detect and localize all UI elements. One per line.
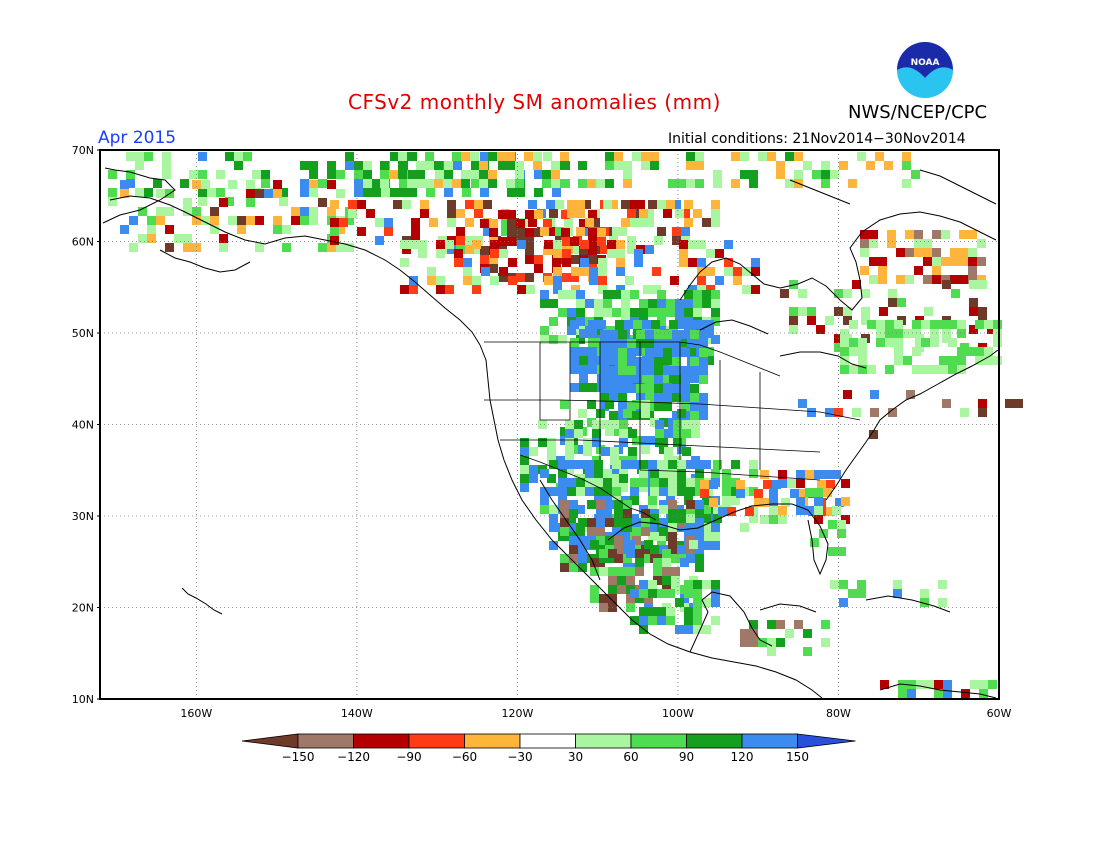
agency-label: NWS/NCEP/CPC <box>848 102 988 123</box>
initial-conditions: Initial conditions: 21Nov2014−30Nov2014 <box>668 131 966 147</box>
colorbar-high-arrow <box>797 733 856 749</box>
colorbar-tick-label: 60 <box>623 750 638 764</box>
svg-text:NOAA: NOAA <box>911 58 940 68</box>
lat-label: 20N <box>72 602 94 615</box>
colorbar-tick-labels: −150 −120 −90 −60 −30 30 60 90 120 150 <box>282 750 809 764</box>
colorbar-low-arrow <box>241 733 299 749</box>
colorbar-segment <box>353 733 410 749</box>
lat-label: 50N <box>72 327 94 340</box>
lat-label: 40N <box>72 419 94 432</box>
colorbar-segment <box>686 733 743 749</box>
colorbar-tick-label: 120 <box>731 750 754 764</box>
colorbar-segment <box>464 733 521 749</box>
political-borders <box>484 341 861 521</box>
lon-label: 160W <box>180 707 212 720</box>
lat-label: 10N <box>72 693 94 706</box>
colorbar-tick-label: −30 <box>507 750 532 764</box>
forecast-period: Apr 2015 <box>98 128 177 148</box>
lon-label: 140W <box>341 707 373 720</box>
lat-label: 70N <box>72 144 94 157</box>
coastline <box>102 167 999 699</box>
longitude-labels: 160W 140W 120W 100W 80W 60W <box>180 707 1011 720</box>
colorbar-segment <box>519 733 576 749</box>
colorbar-tick-label: −120 <box>337 750 370 764</box>
colorbar-segment <box>741 733 798 749</box>
colorbar-tick-label: 90 <box>679 750 694 764</box>
colorbar-segment <box>297 733 354 749</box>
lat-label: 60N <box>72 236 94 249</box>
latitude-labels: 70N 60N 50N 40N 30N 20N 10N <box>72 144 94 706</box>
lon-label: 60W <box>987 707 1012 720</box>
chart-title: CFSv2 monthly SM anomalies (mm) <box>348 90 721 114</box>
lon-label: 100W <box>662 707 694 720</box>
noaa-logo-icon: NOAA <box>895 40 955 100</box>
colorbar-tick-label: −60 <box>452 750 477 764</box>
colorbar-tick-label: 150 <box>786 750 809 764</box>
colorbar-segment <box>408 733 465 749</box>
colorbar-tick-label: −90 <box>396 750 421 764</box>
colorbar-segment <box>630 733 687 749</box>
anomaly-cells <box>108 152 1023 698</box>
lon-label: 80W <box>826 707 851 720</box>
colorbar-segment <box>575 733 632 749</box>
colorbar-tick-label: 30 <box>568 750 583 764</box>
colorbar-legend <box>241 733 856 749</box>
lat-label: 30N <box>72 510 94 523</box>
lon-label: 120W <box>501 707 533 720</box>
colorbar-tick-label: −150 <box>282 750 315 764</box>
